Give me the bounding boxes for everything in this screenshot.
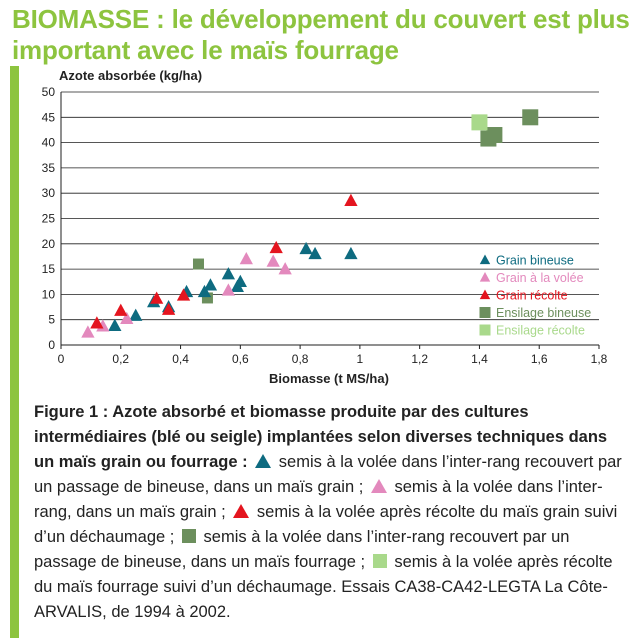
legend-label: Ensilage bineuse xyxy=(496,306,591,320)
caption-text-4: semis à la volée dans l’inter-rang recou… xyxy=(34,528,570,571)
legend-label: Ensilage récolte xyxy=(496,324,585,338)
caption-text-3: semis à la volée après récolte du maïs g… xyxy=(34,503,618,546)
data-point-square xyxy=(192,258,204,270)
data-point-triangle xyxy=(129,308,143,321)
y-tick-label: 20 xyxy=(42,237,56,251)
triangle-blue-icon xyxy=(255,454,272,468)
data-point-triangle xyxy=(233,274,247,287)
y-tick-label: 35 xyxy=(42,161,56,175)
x-tick-label: 0,2 xyxy=(112,352,129,366)
green-frame-bar xyxy=(10,66,19,638)
data-point-triangle xyxy=(344,246,358,260)
y-tick-label: 50 xyxy=(42,85,56,99)
data-point-triangle xyxy=(197,284,212,298)
legend: Grain bineuse Grain à la volée Grain récol… xyxy=(479,254,591,338)
data-point-triangle xyxy=(108,318,122,332)
data-point-triangle xyxy=(149,291,164,304)
triangle-red-icon xyxy=(233,504,250,518)
scatter-chart: 0 5 10 15 20 25 30 35 40 45 50 0 0,2 0,4 0,6 0,8 1 1,2 1,… xyxy=(42,68,608,386)
y-tick-label: 0 xyxy=(48,338,55,352)
square-darkgreen-icon xyxy=(181,529,196,543)
y-tick-label: 5 xyxy=(48,313,55,327)
figure-caption: Figure 1 : Azote absorbé et biomasse pro… xyxy=(34,400,624,625)
data-point-triangle xyxy=(176,288,191,301)
x-tick-label: 1,2 xyxy=(411,352,428,366)
legend-marker xyxy=(479,272,491,282)
x-tick-label: 0,6 xyxy=(232,352,249,366)
triangle-pink-icon xyxy=(370,479,387,493)
y-tick-labels: 0 5 10 15 20 25 30 35 40 45 50 xyxy=(42,85,56,352)
legend-marker xyxy=(479,307,491,318)
x-tick-label: 1,4 xyxy=(471,352,488,366)
data-point-triangle xyxy=(278,262,292,275)
data-point-triangle xyxy=(114,303,128,316)
data-point-triangle xyxy=(266,254,280,267)
legend-label: Grain bineuse xyxy=(496,254,574,268)
legend-label: Grain à la volée xyxy=(496,271,584,285)
y-tick-label: 45 xyxy=(42,110,56,124)
y-tick-label: 25 xyxy=(42,212,56,226)
data-point-square xyxy=(201,292,213,304)
y-tick-label: 10 xyxy=(42,287,56,301)
page-title: BIOMASSE : le développement du couvert e… xyxy=(12,4,630,65)
data-point-triangle xyxy=(221,267,236,280)
caption-text-2: semis à la volée dans l’inter-rang, dans… xyxy=(34,478,603,521)
legend-marker xyxy=(479,254,491,265)
x-axis-label: Biomasse (t MS/ha) xyxy=(269,371,389,386)
data-point-square xyxy=(522,109,539,126)
data-point-triangle xyxy=(90,316,104,329)
data-points xyxy=(81,109,539,338)
legend-marker xyxy=(479,289,491,300)
y-tick-label: 15 xyxy=(42,262,56,276)
x-tick-label: 1,8 xyxy=(591,352,608,366)
x-tick-label: 0 xyxy=(58,352,65,366)
x-tick-label: 1,6 xyxy=(531,352,548,366)
x-tick-label: 1 xyxy=(357,352,364,366)
data-point-triangle xyxy=(120,311,134,324)
data-point-triangle xyxy=(269,240,283,254)
x-tick-label: 0,4 xyxy=(172,352,189,366)
data-point-triangle xyxy=(308,246,322,260)
data-point-triangle xyxy=(161,302,176,315)
data-point-triangle xyxy=(239,251,253,265)
axes xyxy=(60,92,600,349)
y-tick-label: 30 xyxy=(42,186,56,200)
data-point-triangle xyxy=(299,241,313,255)
y-tick-label: 40 xyxy=(42,136,56,150)
data-point-triangle xyxy=(81,325,95,338)
data-point-triangle xyxy=(221,283,236,296)
y-axis-label: Azote absorbée (kg/ha) xyxy=(59,68,202,83)
caption-heading: Figure 1 : Azote absorbé et biomasse pro… xyxy=(34,403,608,471)
data-point-triangle xyxy=(344,193,358,207)
data-point-square xyxy=(486,127,503,144)
x-tick-labels: 0 0,2 0,4 0,6 0,8 1 1,2 1,4 1,6 1,8 xyxy=(58,352,608,366)
square-lightgreen-icon xyxy=(372,554,387,568)
caption-text-1: semis à la volée dans l’inter-rang recou… xyxy=(34,453,622,496)
x-tick-label: 0,8 xyxy=(292,352,309,366)
gridlines xyxy=(61,91,599,321)
data-point-triangle xyxy=(203,278,218,291)
data-point-square xyxy=(471,114,488,131)
caption-text-5: semis à la volée après récolte du maïs f… xyxy=(34,553,613,621)
legend-marker xyxy=(479,324,491,336)
legend-label: Grain récolte xyxy=(496,289,568,303)
